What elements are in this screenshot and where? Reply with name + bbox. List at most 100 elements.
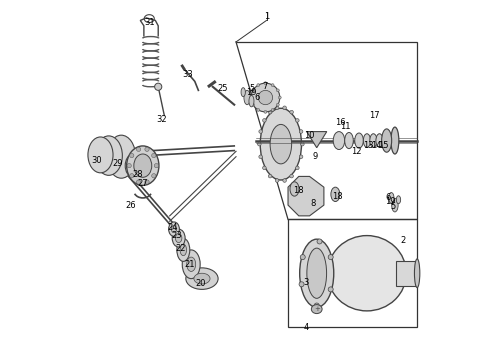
Text: 5: 5 — [249, 84, 255, 93]
Circle shape — [145, 180, 149, 184]
Text: 2: 2 — [400, 237, 405, 246]
Circle shape — [130, 174, 134, 178]
Ellipse shape — [107, 135, 136, 178]
Text: 15: 15 — [378, 141, 389, 150]
Ellipse shape — [251, 103, 254, 106]
Circle shape — [152, 174, 156, 178]
Text: 5: 5 — [390, 202, 395, 211]
Text: 14: 14 — [370, 141, 381, 150]
Text: 4: 4 — [303, 323, 309, 332]
Circle shape — [317, 239, 322, 244]
Ellipse shape — [299, 155, 303, 158]
Ellipse shape — [259, 130, 263, 133]
Ellipse shape — [415, 259, 420, 288]
Text: 24: 24 — [167, 223, 177, 232]
Ellipse shape — [264, 111, 267, 113]
Ellipse shape — [251, 89, 254, 92]
Ellipse shape — [290, 174, 294, 178]
Text: 28: 28 — [132, 170, 143, 179]
Ellipse shape — [169, 222, 179, 236]
Text: 33: 33 — [182, 70, 193, 79]
Text: 19: 19 — [246, 87, 257, 96]
Circle shape — [300, 255, 305, 260]
Text: +: + — [314, 306, 319, 312]
Ellipse shape — [126, 146, 159, 185]
Text: 22: 22 — [175, 244, 186, 253]
Text: 21: 21 — [184, 260, 195, 269]
Ellipse shape — [376, 134, 383, 147]
Ellipse shape — [344, 132, 353, 149]
Ellipse shape — [364, 134, 370, 147]
Circle shape — [299, 282, 304, 287]
Ellipse shape — [382, 129, 392, 152]
Ellipse shape — [290, 182, 299, 196]
Ellipse shape — [327, 235, 406, 311]
Ellipse shape — [249, 95, 254, 107]
Ellipse shape — [391, 127, 399, 154]
Ellipse shape — [259, 155, 263, 158]
Text: 1: 1 — [264, 12, 269, 21]
Ellipse shape — [300, 142, 304, 146]
Ellipse shape — [389, 193, 394, 203]
Ellipse shape — [275, 179, 279, 182]
Ellipse shape — [283, 179, 286, 182]
Circle shape — [154, 163, 159, 168]
Circle shape — [136, 180, 141, 184]
Ellipse shape — [257, 108, 260, 111]
Text: 11: 11 — [340, 122, 351, 131]
Ellipse shape — [194, 273, 210, 284]
Text: 12: 12 — [351, 147, 362, 156]
Ellipse shape — [177, 238, 190, 261]
Ellipse shape — [370, 134, 377, 147]
Text: 18: 18 — [293, 186, 303, 195]
Circle shape — [127, 163, 131, 168]
Ellipse shape — [250, 96, 252, 99]
Circle shape — [130, 153, 134, 158]
Circle shape — [258, 90, 272, 105]
Ellipse shape — [333, 132, 344, 149]
Ellipse shape — [95, 136, 122, 175]
Ellipse shape — [128, 153, 144, 178]
Ellipse shape — [276, 89, 279, 92]
Circle shape — [314, 303, 319, 308]
Text: 10: 10 — [304, 131, 315, 140]
Text: 23: 23 — [172, 231, 182, 240]
Ellipse shape — [331, 187, 340, 202]
Ellipse shape — [186, 268, 218, 289]
Text: 31: 31 — [144, 18, 154, 27]
Circle shape — [328, 287, 333, 292]
Ellipse shape — [299, 130, 303, 133]
Ellipse shape — [270, 125, 292, 164]
Ellipse shape — [88, 137, 113, 173]
Ellipse shape — [175, 234, 182, 243]
Ellipse shape — [180, 244, 187, 256]
Text: 8: 8 — [311, 199, 316, 208]
Text: 7: 7 — [262, 82, 268, 91]
Text: 20: 20 — [195, 279, 205, 288]
Text: 9: 9 — [312, 152, 318, 161]
Text: 18: 18 — [332, 192, 343, 201]
Ellipse shape — [396, 196, 401, 204]
Text: 17: 17 — [369, 111, 379, 120]
Circle shape — [136, 147, 141, 152]
Ellipse shape — [278, 96, 281, 99]
Ellipse shape — [125, 155, 139, 176]
Ellipse shape — [131, 152, 148, 179]
Polygon shape — [395, 261, 417, 286]
Ellipse shape — [311, 305, 322, 314]
Ellipse shape — [263, 166, 266, 170]
Ellipse shape — [264, 82, 267, 85]
Text: 16: 16 — [335, 118, 345, 127]
Ellipse shape — [295, 118, 299, 122]
Ellipse shape — [251, 83, 280, 112]
Text: 6: 6 — [386, 193, 391, 202]
Ellipse shape — [290, 111, 294, 114]
Ellipse shape — [260, 108, 301, 180]
Text: 13: 13 — [364, 141, 374, 150]
Text: 32: 32 — [156, 114, 167, 123]
Text: 25: 25 — [217, 84, 228, 93]
Ellipse shape — [244, 90, 250, 105]
Ellipse shape — [187, 257, 196, 271]
Ellipse shape — [258, 142, 261, 146]
Ellipse shape — [283, 106, 286, 109]
